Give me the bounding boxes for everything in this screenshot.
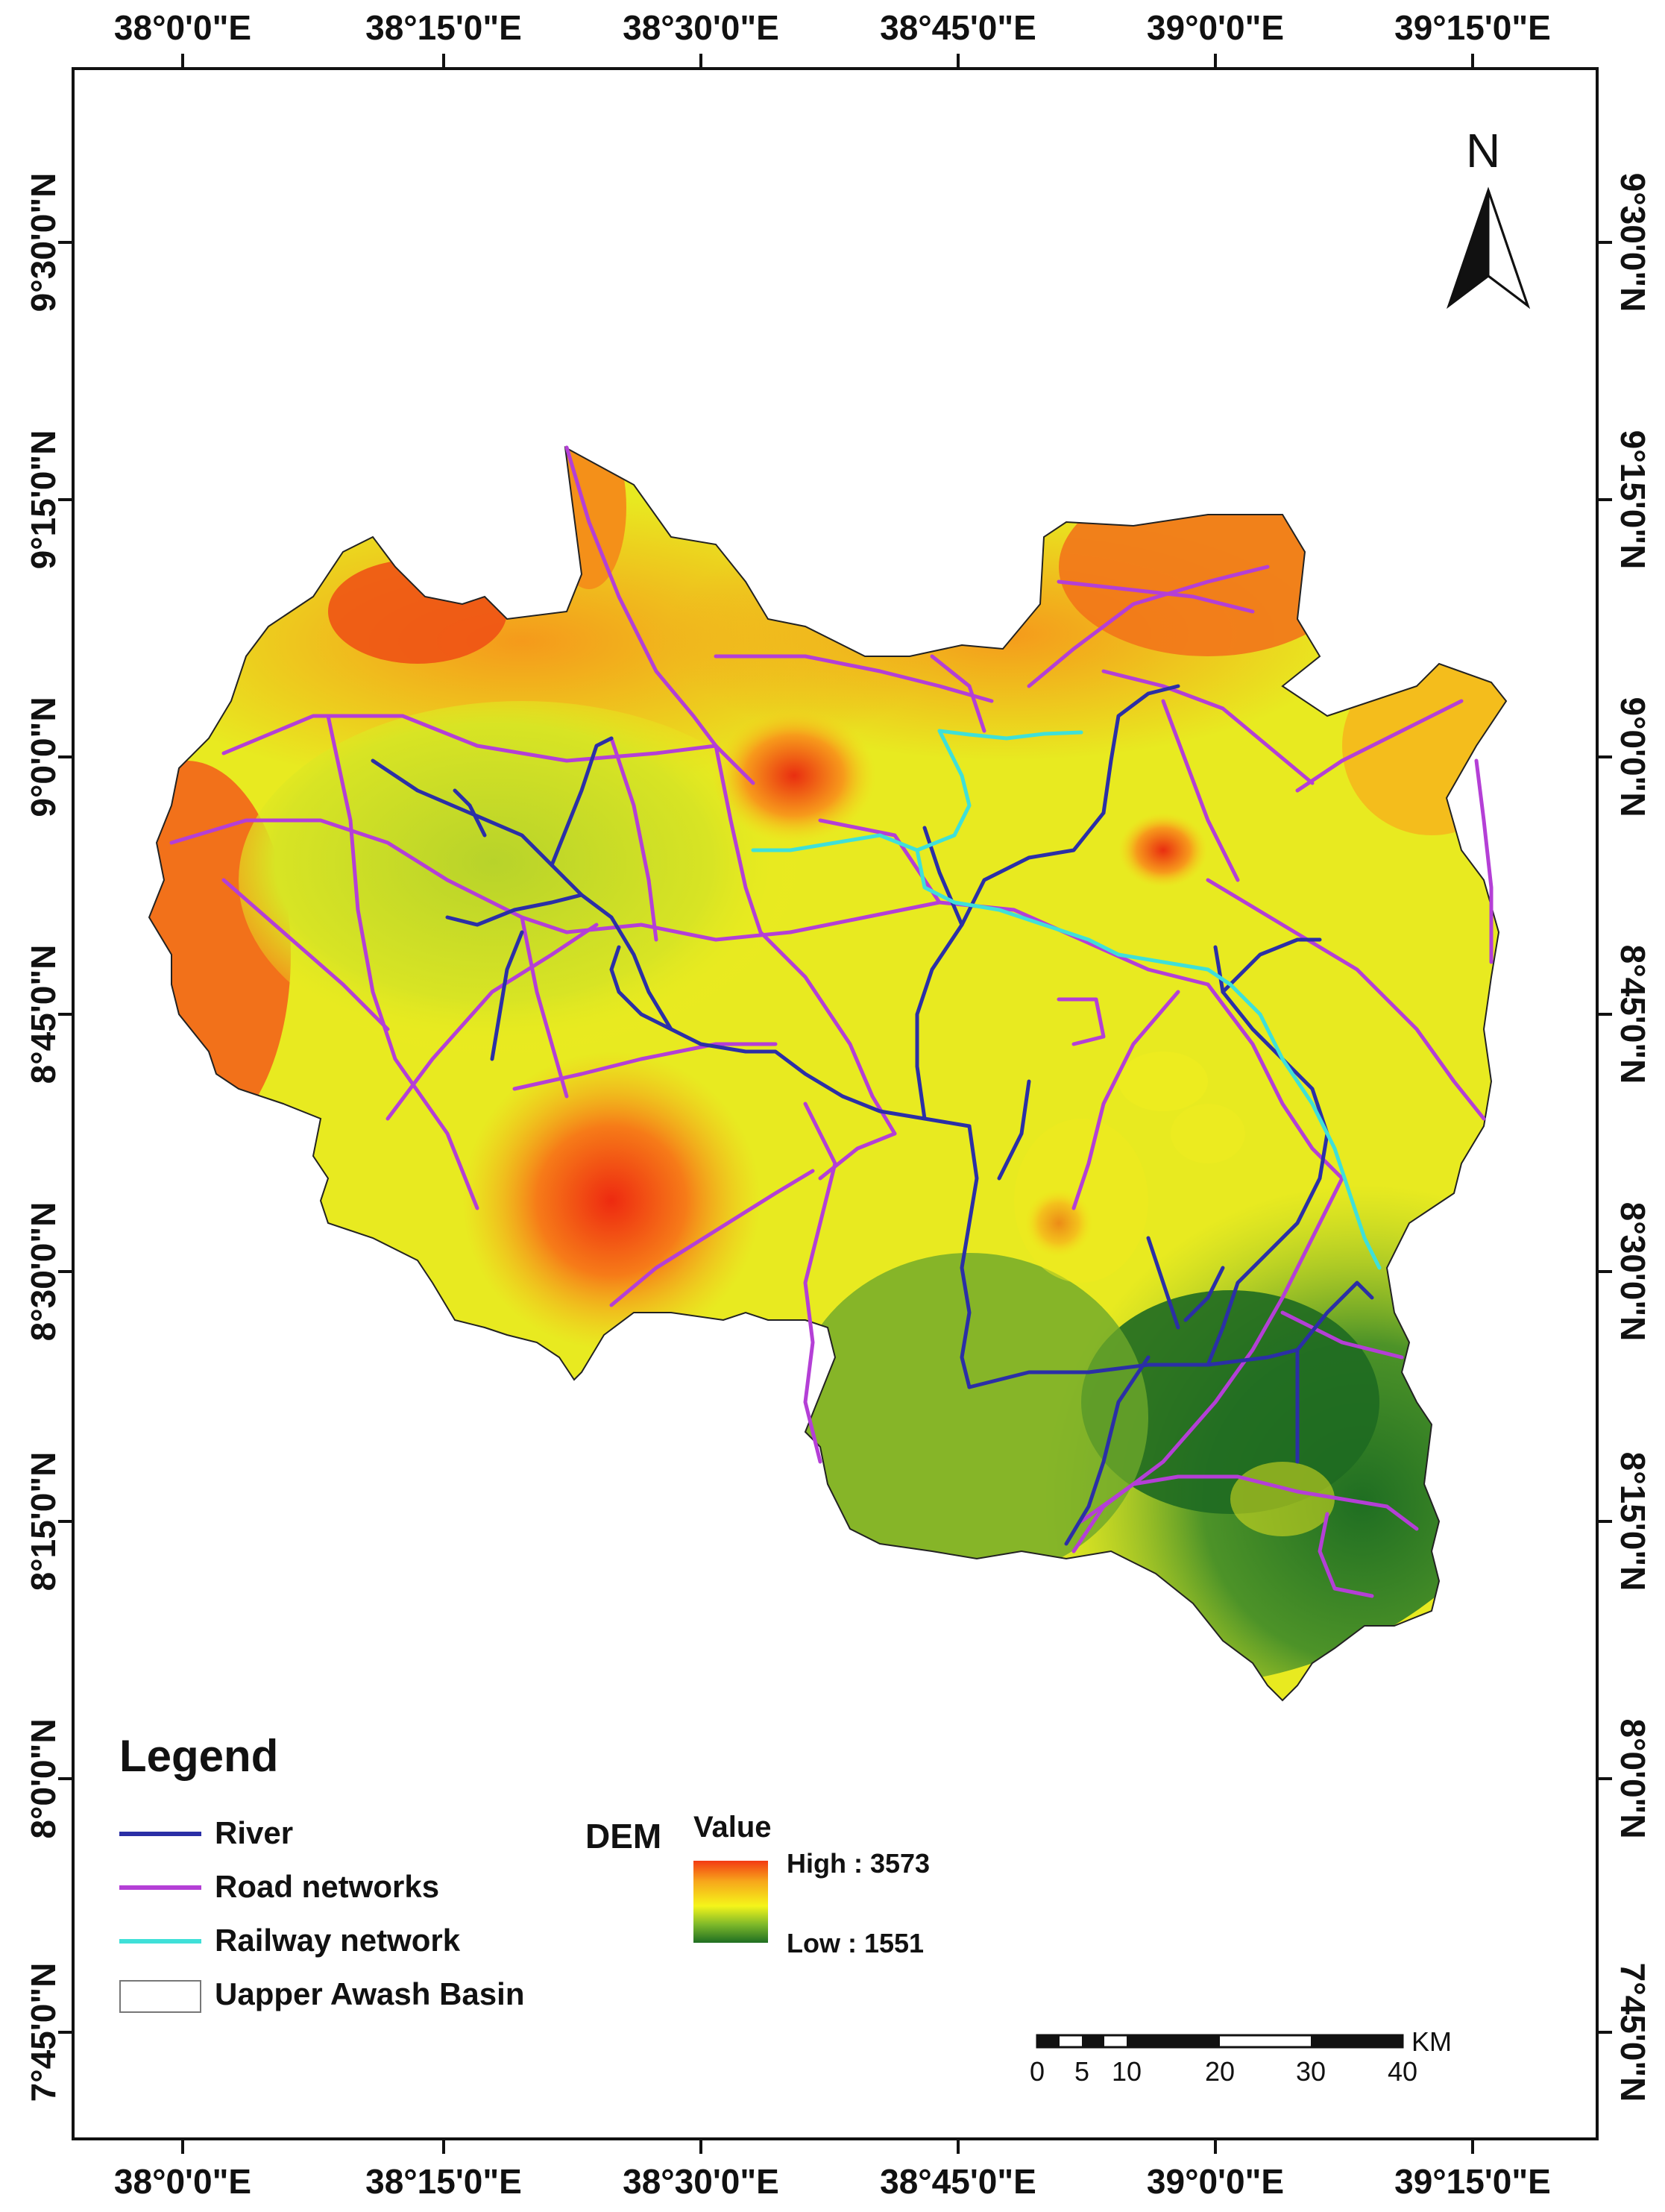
lon-label-top: 38°0'0"E bbox=[113, 8, 252, 47]
lat-label-left: 8°45'0"N bbox=[24, 944, 63, 1084]
dem-low-label: Low : 1551 bbox=[787, 1928, 925, 1958]
road-network bbox=[169, 445, 1494, 1598]
lat-label-left: 9°15'0"N bbox=[24, 430, 63, 570]
lat-label-left: 7°45'0"N bbox=[24, 1962, 63, 2102]
tick-mark bbox=[58, 241, 72, 244]
tick-mark bbox=[1599, 241, 1612, 244]
tick-mark bbox=[58, 755, 72, 758]
tick-mark bbox=[58, 498, 72, 501]
lat-label-left: 9°0'0"N bbox=[24, 697, 63, 817]
tick-mark bbox=[957, 54, 960, 67]
legend-title: Legend bbox=[119, 1731, 279, 1781]
scale-unit: KM bbox=[1411, 2026, 1452, 2057]
railway-network bbox=[751, 729, 1382, 1270]
tick-mark bbox=[58, 2031, 72, 2034]
tick-mark bbox=[699, 2140, 702, 2154]
legend-item-label: Railway network bbox=[215, 1923, 461, 1958]
lat-label-right: 8°0'0"N bbox=[1614, 1718, 1652, 1839]
tick-mark bbox=[181, 54, 184, 67]
legend-item-label: River bbox=[215, 1815, 294, 1850]
tick-mark bbox=[58, 1270, 72, 1273]
lon-label-bottom: 38°0'0"E bbox=[113, 2162, 252, 2201]
dem-color-ramp bbox=[693, 1861, 768, 1943]
lat-label-right: 9°0'0"N bbox=[1614, 697, 1652, 817]
river-line-swatch bbox=[119, 1832, 201, 1836]
tick-mark bbox=[1214, 2140, 1217, 2154]
scale-bar bbox=[1036, 2034, 1404, 2049]
lon-label-top: 38°15'0"E bbox=[365, 8, 522, 47]
railway-line-swatch bbox=[119, 1939, 201, 1944]
dem-title: DEM bbox=[585, 1817, 662, 1856]
dem-high-label: High : 3573 bbox=[787, 1848, 931, 1879]
tick-mark bbox=[1599, 1270, 1612, 1273]
tick-mark bbox=[1599, 498, 1612, 501]
lon-label-bottom: 38°30'0"E bbox=[623, 2162, 779, 2201]
dem-subtitle: Value bbox=[693, 1811, 772, 1844]
tick-mark bbox=[442, 2140, 445, 2154]
tick-mark bbox=[58, 1777, 72, 1780]
lat-label-right: 7°45'0"N bbox=[1614, 1962, 1652, 2102]
lon-label-bottom: 39°15'0"E bbox=[1394, 2162, 1551, 2201]
lon-label-top: 38°30'0"E bbox=[623, 8, 779, 47]
dem-terrain bbox=[149, 447, 1506, 1700]
tick-mark bbox=[58, 1520, 72, 1523]
tick-mark bbox=[1599, 1777, 1612, 1780]
tick-mark bbox=[1471, 54, 1474, 67]
scale-label: 5 bbox=[1074, 2056, 1090, 2087]
scale-label: 30 bbox=[1295, 2056, 1326, 2087]
map-frame bbox=[72, 67, 1599, 2140]
basin-box-swatch bbox=[119, 1980, 201, 2013]
scale-label: 0 bbox=[1029, 2056, 1045, 2087]
lon-label-bottom: 38°15'0"E bbox=[365, 2162, 522, 2201]
lon-label-top: 39°15'0"E bbox=[1394, 8, 1551, 47]
tick-mark bbox=[442, 54, 445, 67]
tick-mark bbox=[1599, 1520, 1612, 1523]
lat-label-left: 9°30'0"N bbox=[24, 172, 63, 312]
road-line-swatch bbox=[119, 1885, 201, 1890]
lat-label-right: 8°45'0"N bbox=[1614, 944, 1652, 1084]
tick-mark bbox=[1599, 1013, 1612, 1016]
lat-label-right: 9°15'0"N bbox=[1614, 430, 1652, 570]
tick-mark bbox=[1599, 2031, 1612, 2034]
tick-mark bbox=[181, 2140, 184, 2154]
lat-label-left: 8°15'0"N bbox=[24, 1451, 63, 1592]
scale-label: 20 bbox=[1204, 2056, 1236, 2087]
tick-mark bbox=[957, 2140, 960, 2154]
tick-mark bbox=[58, 1013, 72, 1016]
north-label: N bbox=[1466, 124, 1501, 177]
legend-item-label: Road networks bbox=[215, 1869, 440, 1904]
tick-mark bbox=[1599, 755, 1612, 758]
scale-label: 10 bbox=[1111, 2056, 1142, 2087]
tick-mark bbox=[699, 54, 702, 67]
lat-label-right: 9°30'0"N bbox=[1614, 172, 1652, 312]
lon-label-bottom: 39°0'0"E bbox=[1146, 2162, 1285, 2201]
north-arrow-icon bbox=[1446, 186, 1531, 310]
lon-label-top: 38°45'0"E bbox=[880, 8, 1036, 47]
lon-label-bottom: 38°45'0"E bbox=[880, 2162, 1036, 2201]
lat-label-left: 8°0'0"N bbox=[24, 1718, 63, 1839]
lat-label-left: 8°30'0"N bbox=[24, 1201, 63, 1342]
tick-mark bbox=[1214, 54, 1217, 67]
lat-label-right: 8°30'0"N bbox=[1614, 1201, 1652, 1342]
scale-label: 40 bbox=[1387, 2056, 1418, 2087]
river-network bbox=[371, 684, 1374, 1546]
lat-label-right: 8°15'0"N bbox=[1614, 1451, 1652, 1592]
lon-label-top: 39°0'0"E bbox=[1146, 8, 1285, 47]
tick-mark bbox=[1471, 2140, 1474, 2154]
legend-item-label: Uapper Awash Basin bbox=[215, 1976, 525, 2011]
